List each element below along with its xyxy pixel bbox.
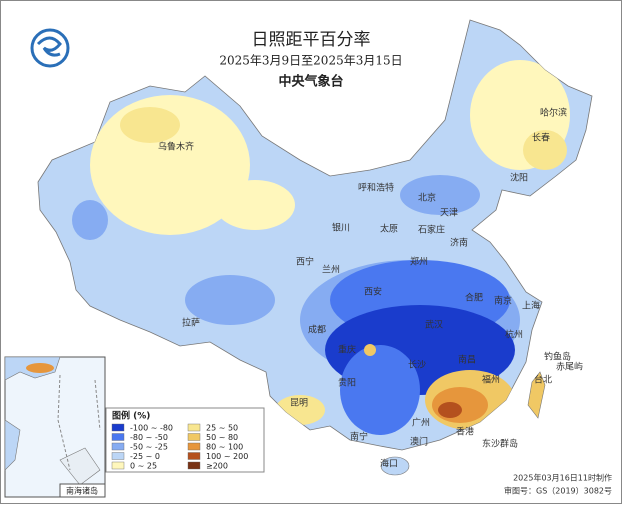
legend-label: 50 ~ 80 bbox=[206, 433, 238, 442]
city-label: 香港 bbox=[456, 426, 474, 438]
title: 日照距平百分率 bbox=[252, 30, 371, 50]
city-labels: 乌鲁木齐 哈尔滨 长春 沈阳 呼和浩特 北京 天津 银川 太原 石家庄 济南 西… bbox=[158, 107, 583, 470]
south-sea-inset: 南海诸岛 bbox=[4, 356, 106, 498]
city-label: 台北 bbox=[534, 374, 552, 386]
legend-swatch bbox=[111, 452, 125, 460]
city-label: 海口 bbox=[380, 458, 398, 470]
city-label: 澳门 bbox=[410, 436, 428, 448]
city-label: 济南 bbox=[450, 237, 468, 249]
city-label: 重庆 bbox=[338, 344, 356, 356]
city-label: 西宁 bbox=[296, 256, 314, 268]
city-label: 郑州 bbox=[410, 256, 428, 268]
legend-label: 100 ~ 200 bbox=[206, 452, 248, 461]
city-label: 银川 bbox=[332, 222, 350, 234]
city-label: 北京 bbox=[418, 192, 436, 204]
city-label: 天津 bbox=[440, 208, 458, 219]
legend-title: 图例 (%) bbox=[112, 410, 150, 422]
city-label: 贵阳 bbox=[338, 377, 356, 389]
china-map bbox=[37, 19, 593, 476]
legend-swatch bbox=[187, 423, 201, 432]
city-label: 石家庄 bbox=[418, 224, 445, 236]
legend-swatch bbox=[111, 433, 125, 441]
city-label: 南昌 bbox=[458, 354, 476, 366]
period: 2025年3月9日至2025年3月15日 bbox=[219, 54, 402, 68]
city-label: 赤尾屿 bbox=[556, 362, 583, 373]
legend-label: 25 ~ 50 bbox=[206, 424, 238, 433]
legend-swatch bbox=[187, 452, 201, 460]
city-label: 昆明 bbox=[290, 398, 308, 409]
legend-swatch bbox=[187, 442, 201, 451]
city-label: 广州 bbox=[412, 417, 430, 429]
legend-swatch bbox=[111, 442, 125, 451]
legend-label: ≥200 bbox=[206, 462, 228, 471]
city-label: 上海 bbox=[522, 300, 540, 312]
city-label: 兰州 bbox=[322, 264, 340, 276]
inset-label: 南海诸岛 bbox=[66, 486, 98, 496]
legend-label: -80 ~ -50 bbox=[130, 433, 168, 442]
legend-label: 0 ~ 25 bbox=[130, 462, 157, 471]
logo bbox=[30, 28, 70, 68]
city-label: 乌鲁木齐 bbox=[158, 141, 194, 153]
city-label: 西安 bbox=[364, 286, 382, 298]
city-label: 福州 bbox=[482, 374, 500, 386]
legend-label: 80 ~ 100 bbox=[206, 443, 243, 452]
city-label: 拉萨 bbox=[182, 317, 200, 329]
city-label: 南宁 bbox=[350, 431, 368, 443]
city-label: 钓鱼岛 bbox=[544, 351, 571, 363]
legend-swatch bbox=[111, 423, 125, 432]
legend-label: -25 ~ 0 bbox=[130, 452, 160, 461]
city-label: 南京 bbox=[494, 295, 512, 307]
agency: 中央气象台 bbox=[278, 74, 343, 90]
city-label: 东沙群岛 bbox=[482, 438, 518, 450]
city-label: 太原 bbox=[380, 223, 398, 235]
footer-approval: 审图号：GS（2019）3082号 bbox=[504, 486, 612, 496]
legend-label: -100 ~ -80 bbox=[130, 424, 173, 433]
legend: 图例 (%) -100 ~ -80-80 ~ -50-50 ~ -25-25 ~… bbox=[105, 407, 265, 473]
legend-swatch bbox=[187, 433, 201, 441]
city-label: 呼和浩特 bbox=[358, 182, 394, 194]
city-label: 成都 bbox=[308, 324, 326, 336]
city-label: 哈尔滨 bbox=[540, 107, 567, 119]
city-label: 合肥 bbox=[465, 292, 483, 304]
city-label: 沈阳 bbox=[510, 172, 528, 184]
footer-made: 2025年03月16日11时制作 bbox=[513, 473, 612, 483]
legend-swatch bbox=[111, 461, 125, 470]
legend-label: -50 ~ -25 bbox=[130, 443, 168, 452]
city-label: 武汉 bbox=[425, 319, 443, 331]
city-label: 长沙 bbox=[408, 359, 426, 371]
city-label: 长春 bbox=[532, 132, 550, 144]
legend-swatch bbox=[187, 461, 201, 470]
city-label: 杭州 bbox=[505, 329, 523, 341]
